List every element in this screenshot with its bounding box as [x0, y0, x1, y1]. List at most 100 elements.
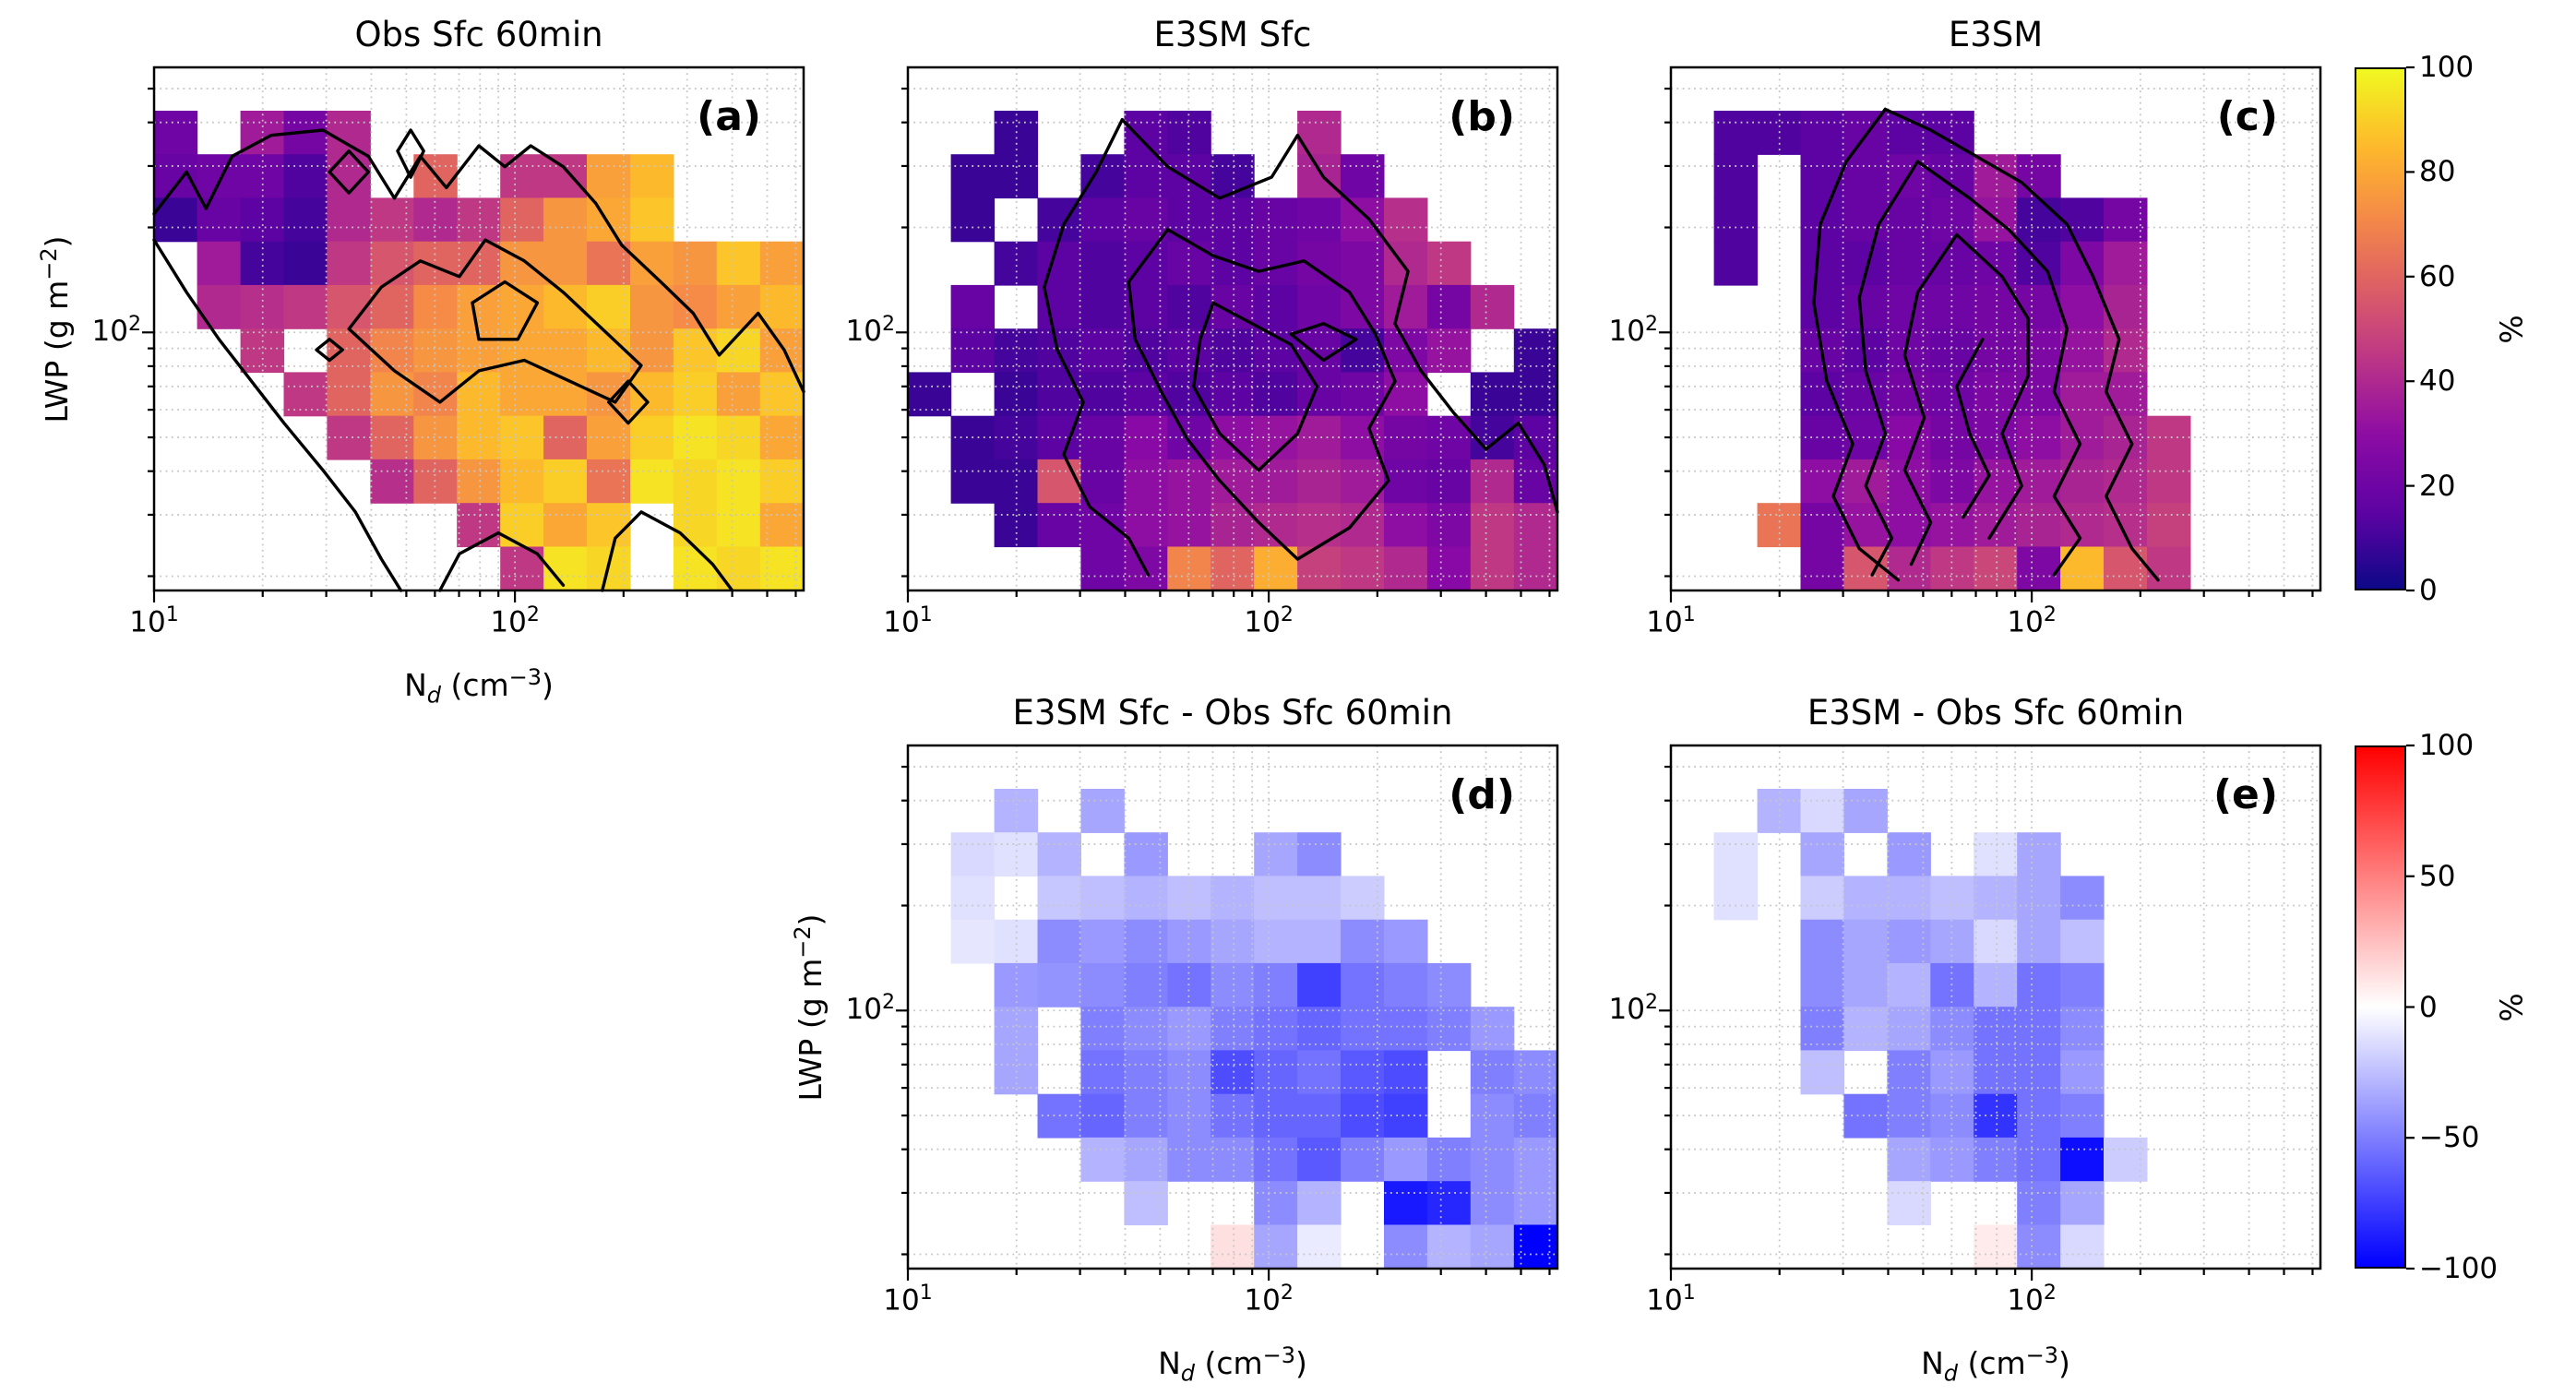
heatmap-cell: [283, 197, 328, 243]
heatmap-cell: [1254, 1093, 1298, 1139]
axis-label-token: (cm: [1958, 1345, 2026, 1381]
axis-ticks: [896, 87, 1551, 602]
contour-line: [1127, 228, 1397, 561]
heatmap-cell: [283, 284, 328, 329]
axes-spines: [1669, 66, 2322, 592]
heatmap-cell: [153, 154, 198, 199]
colorbar-unit-label: %: [2493, 992, 2530, 1022]
heatmap-cell: [370, 459, 414, 504]
heatmap-cell: [1254, 197, 1298, 243]
contour-line: [607, 379, 650, 425]
y-tick-label: 102: [1569, 991, 1658, 1026]
heatmap-cell: [1210, 962, 1255, 1008]
heatmap-cell: [457, 197, 501, 243]
heatmap-cell: [950, 876, 996, 921]
heatmap-cell: [1297, 1137, 1342, 1182]
heatmap-cell: [1974, 241, 2018, 286]
heatmap-cell: [1974, 1093, 2018, 1139]
axis-label-token: ): [1295, 1345, 1307, 1381]
heatmap-cell: [1124, 459, 1168, 504]
contour-line: [1120, 118, 1559, 514]
heatmap-cell: [457, 372, 501, 417]
heatmap-cell: [716, 546, 761, 591]
heatmap-cell: [1887, 197, 1931, 243]
heatmap-cell: [1974, 1007, 2018, 1052]
x-tick-label: 102: [2007, 1282, 2056, 1317]
heatmap-cell: [1037, 962, 1081, 1008]
x-tick-label: 102: [2007, 603, 2056, 638]
heatmap-cell: [1210, 919, 1255, 964]
heatmap-cell: [1843, 459, 1888, 504]
colorbar-unit-label: %: [2493, 314, 2530, 344]
heatmap-grid: [1713, 111, 2191, 591]
heatmap-cell: [1713, 111, 1759, 155]
heatmap-cell: [1887, 1137, 1931, 1182]
heatmap-cell: [1843, 919, 1888, 964]
heatmap-cell: [1210, 1137, 1255, 1182]
heatmap-cell: [1210, 1224, 1255, 1270]
heatmap-cell: [1887, 546, 1931, 591]
colorbar-diff: [2355, 745, 2406, 1269]
heatmap-cell: [950, 154, 996, 199]
heatmap-cell: [1254, 919, 1298, 964]
heatmap-cell: [1297, 197, 1342, 243]
heatmap-grid: [1713, 789, 2148, 1270]
colorbar-tick-label: 60: [2419, 259, 2456, 293]
heatmap-cell: [1887, 284, 1931, 329]
heatmap-cell: [457, 284, 501, 329]
heatmap-cell: [1384, 919, 1428, 964]
heatmap-cell: [283, 241, 328, 286]
heatmap-cell: [1080, 876, 1125, 921]
heatmap-cell: [1124, 876, 1168, 921]
heatmap-plot: [896, 744, 1559, 1281]
heatmap-cell: [2017, 919, 2061, 964]
colorbar-tick-label: 80: [2419, 155, 2456, 189]
heatmap-cell: [1384, 546, 1428, 591]
heatmap-cell: [1800, 154, 1844, 199]
colorbar-tick-label: 20: [2419, 469, 2456, 503]
heatmap-cell: [500, 241, 544, 286]
x-tick-label: 101: [1646, 603, 1695, 638]
heatmap-cell: [673, 503, 718, 548]
tick-base: 10: [883, 605, 920, 639]
heatmap-cell: [1426, 459, 1472, 504]
heatmap-cell: [500, 415, 544, 460]
heatmap-cell: [1124, 1093, 1168, 1139]
axis-ticks: [142, 87, 797, 602]
heatmap-cell: [1974, 1224, 2018, 1270]
heatmap-cell: [1713, 876, 1759, 921]
heatmap-cell: [2017, 197, 2061, 243]
heatmap-cell: [1080, 789, 1125, 833]
heatmap-cell: [1254, 1181, 1298, 1226]
colorbar-ticks: [2406, 66, 2415, 592]
heatmap-cell: [1800, 876, 1844, 921]
heatmap-cell: [1124, 111, 1168, 155]
x-tick-label: 102: [490, 603, 539, 638]
heatmap-cell: [2017, 1224, 2061, 1270]
tick-exp: 2: [526, 603, 540, 626]
heatmap-cell: [2017, 328, 2061, 374]
contour-line: [1812, 107, 1901, 582]
heatmap-cell: [1974, 546, 2018, 591]
heatmap-cell: [1974, 876, 2018, 921]
heatmap-cell: [500, 197, 544, 243]
heatmap-cell: [1887, 962, 1931, 1008]
heatmap-cell: [1254, 1137, 1298, 1182]
heatmap-cell: [1800, 503, 1844, 548]
heatmap-cell: [1210, 1093, 1255, 1139]
heatmap-cell: [2060, 1224, 2105, 1270]
heatmap-cell: [1254, 1224, 1298, 1270]
axis-label-token: N: [404, 667, 427, 703]
axis-label-token: −2: [790, 924, 816, 959]
heatmap-cell: [2060, 962, 2105, 1008]
heatmap-cell: [1124, 962, 1168, 1008]
heatmap-cell: [1080, 459, 1125, 504]
tick-base: 10: [845, 993, 882, 1027]
heatmap-cell: [1210, 328, 1255, 374]
heatmap-cell: [1800, 111, 1844, 155]
heatmap-cell: [1426, 1181, 1472, 1226]
tick-exp: 2: [882, 313, 895, 337]
panel-corner-label: (e): [2212, 771, 2278, 818]
heatmap-cell: [1037, 832, 1081, 877]
heatmap-cell: [1887, 241, 1931, 286]
